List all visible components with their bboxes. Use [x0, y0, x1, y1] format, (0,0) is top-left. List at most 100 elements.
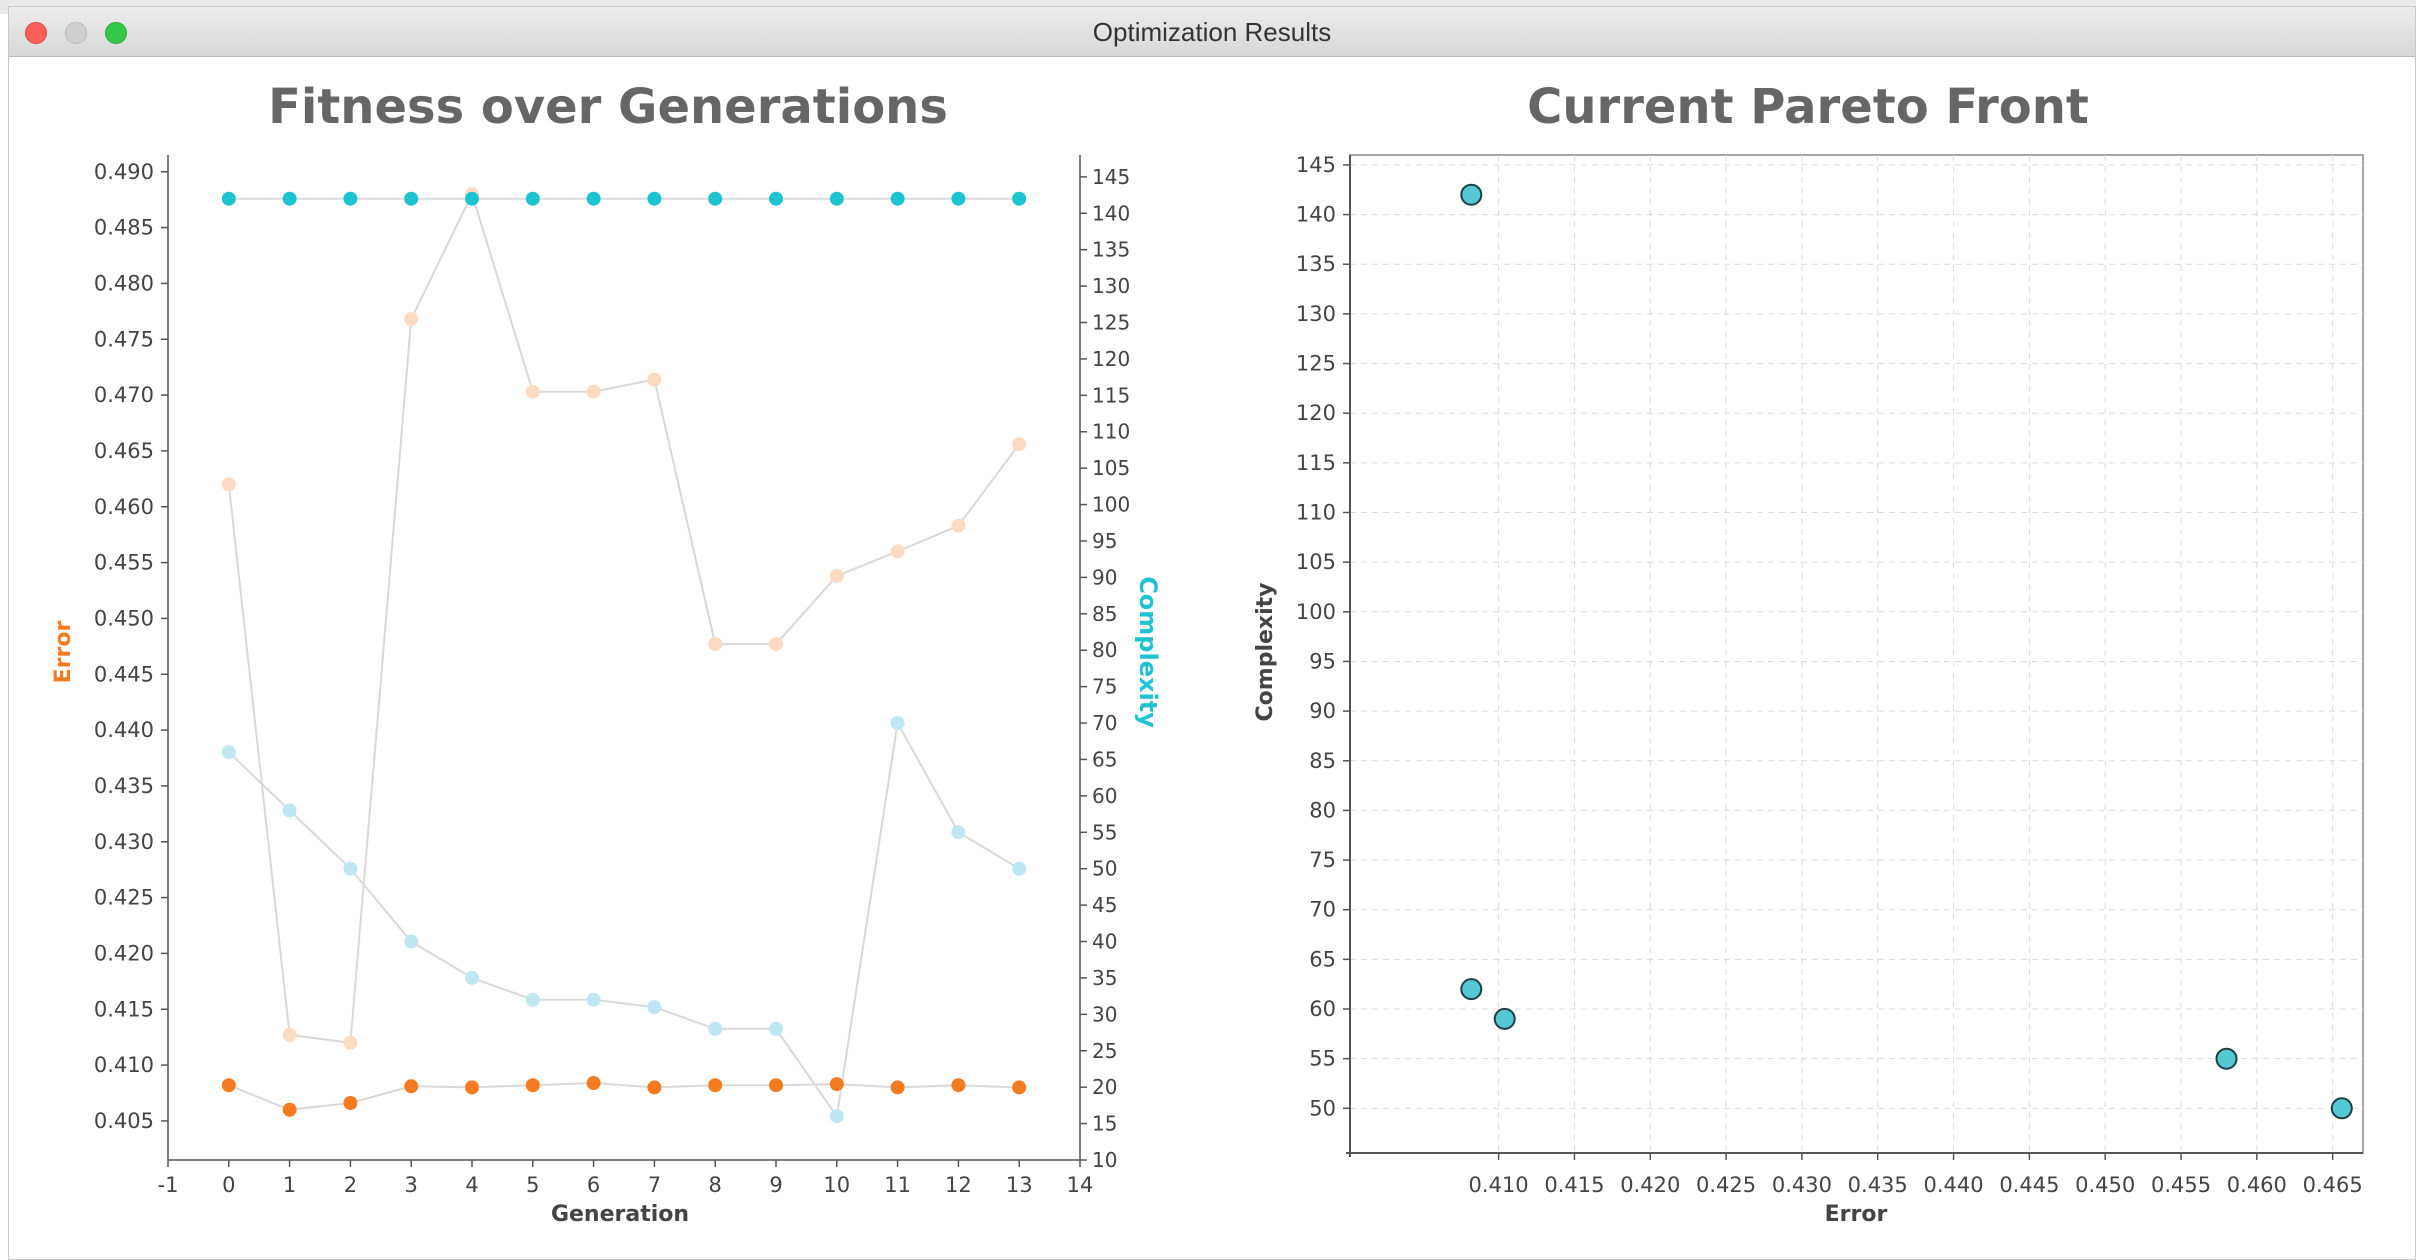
series-3-point	[221, 745, 236, 760]
y2-tick-label: 65	[1092, 747, 1117, 771]
series-1-point	[769, 191, 783, 206]
x-tick-label: 13	[1006, 1173, 1033, 1197]
pareto-point	[2330, 1097, 2353, 1120]
x-tick-label: 0	[222, 1173, 235, 1197]
series-3-point	[829, 1109, 844, 1124]
y2-tick-label: 40	[1092, 930, 1117, 954]
x-tick-label: 0.430	[1772, 1173, 1832, 1197]
y-tick-label: 125	[1296, 352, 1336, 376]
pareto-chart: Current Pareto Front 0.410 0.415 0.420 0.42…	[1253, 79, 2364, 1227]
series-1-point	[951, 191, 966, 206]
series-0-line	[228, 1081, 1020, 1111]
y-tick-label: 0.455	[94, 551, 154, 575]
series-0-point	[586, 1076, 601, 1090]
series-0-point	[465, 1080, 479, 1095]
pareto-point	[1493, 1007, 1516, 1030]
series-3-point	[282, 803, 297, 818]
y-tick-label: 135	[1296, 252, 1336, 276]
pareto-gridlines	[1350, 155, 2363, 1153]
fitness-data-points	[221, 187, 1027, 1124]
series-1-point	[343, 191, 358, 206]
y-tick-label: 0.425	[94, 886, 154, 910]
x-tick-label: 11	[884, 1173, 911, 1197]
series-1-point	[525, 191, 540, 206]
pareto-plot-area	[1349, 154, 2364, 1154]
x-tick-label: 10	[823, 1173, 850, 1197]
series-1-point	[1012, 191, 1027, 206]
y-tick-label: 65	[1309, 947, 1336, 971]
series-1-point	[465, 191, 479, 206]
series-1-point	[586, 191, 601, 206]
y-tick-label: 105	[1296, 550, 1336, 574]
x-tick-label: 1	[283, 1173, 296, 1197]
series-3-point	[951, 825, 966, 840]
y-tick-label: 0.485	[94, 216, 154, 240]
series-0-point	[404, 1079, 419, 1094]
x-tick-label: -1	[158, 1173, 179, 1197]
series-1-point	[221, 191, 236, 206]
fitness-x-axis-label: Generation	[551, 1202, 689, 1227]
x-tick-label: 0.460	[2227, 1173, 2287, 1197]
series-2-point	[282, 1027, 297, 1042]
y-tick-label: 80	[1309, 798, 1336, 822]
pareto-tick-labels: 0.410 0.415 0.420 0.425 0.430 0.435 0.440 0.445…	[1296, 153, 2363, 1197]
x-tick-label: 9	[769, 1173, 782, 1197]
y-tick-label: 0.430	[94, 830, 154, 854]
y-tick-label: 0.410	[94, 1053, 154, 1077]
x-tick-label: 2	[344, 1173, 357, 1197]
series-0-point	[221, 1078, 236, 1093]
y2-tick-label: 30	[1092, 1002, 1117, 1026]
fitness-connector-lines	[227, 191, 1021, 1119]
y2-tick-label: 130	[1092, 274, 1130, 298]
series-1-point	[647, 191, 662, 206]
y-tick-label: 55	[1309, 1047, 1336, 1071]
y2-tick-label: 80	[1092, 638, 1117, 662]
x-tick-label: 5	[526, 1173, 539, 1197]
x-tick-label: 0.440	[1923, 1173, 1983, 1197]
series-1-point	[829, 191, 844, 206]
series-2-point	[708, 637, 723, 652]
y-tick-label: 0.445	[94, 662, 154, 686]
close-window-button[interactable]	[25, 22, 47, 44]
y-tick-label: 140	[1296, 203, 1336, 227]
y-tick-label: 145	[1296, 153, 1336, 177]
series-3-point	[525, 992, 540, 1007]
y2-tick-label: 55	[1092, 820, 1117, 844]
x-tick-label: 0.420	[1620, 1173, 1680, 1197]
x-tick-label: 0.415	[1544, 1173, 1604, 1197]
series-3-point	[343, 861, 358, 876]
y2-tick-label: 95	[1092, 529, 1117, 553]
x-tick-label: 14	[1067, 1173, 1094, 1197]
series-2-point	[525, 384, 540, 399]
series-3-point	[586, 992, 601, 1007]
series-1-point	[404, 191, 419, 206]
series-2-point	[343, 1035, 358, 1050]
zoom-window-button[interactable]	[105, 22, 127, 44]
minimize-window-button[interactable]	[65, 22, 87, 44]
y2-tick-label: 75	[1092, 675, 1117, 699]
y-tick-label: 0.465	[94, 439, 154, 463]
y2-tick-label: 110	[1092, 420, 1130, 444]
x-tick-label: 0.435	[1848, 1173, 1908, 1197]
y-tick-label: 0.415	[94, 997, 154, 1021]
x-tick-label: 0.445	[1999, 1173, 2059, 1197]
y-tick-label: 85	[1309, 749, 1336, 773]
y2-tick-label: 145	[1092, 165, 1130, 189]
y-tick-label: 0.435	[94, 774, 154, 798]
y2-tick-label: 125	[1092, 311, 1130, 335]
y2-tick-label: 25	[1092, 1039, 1117, 1063]
y-tick-label: 110	[1296, 500, 1336, 524]
x-tick-label: 4	[465, 1173, 478, 1197]
series-3-point	[647, 1000, 662, 1015]
series-3-point	[890, 716, 905, 730]
window-titlebar[interactable]: Optimization Results	[9, 7, 2415, 57]
y-tick-label: 130	[1296, 302, 1336, 326]
x-tick-label: 0.455	[2151, 1173, 2211, 1197]
series-3-line	[228, 719, 1020, 1119]
y-tick-label: 115	[1296, 451, 1336, 475]
pareto-x-axis-label: Error	[1825, 1202, 1888, 1227]
series-2-point	[404, 312, 419, 327]
y2-tick-label: 20	[1092, 1075, 1117, 1099]
y-tick-label: 0.480	[94, 271, 154, 295]
